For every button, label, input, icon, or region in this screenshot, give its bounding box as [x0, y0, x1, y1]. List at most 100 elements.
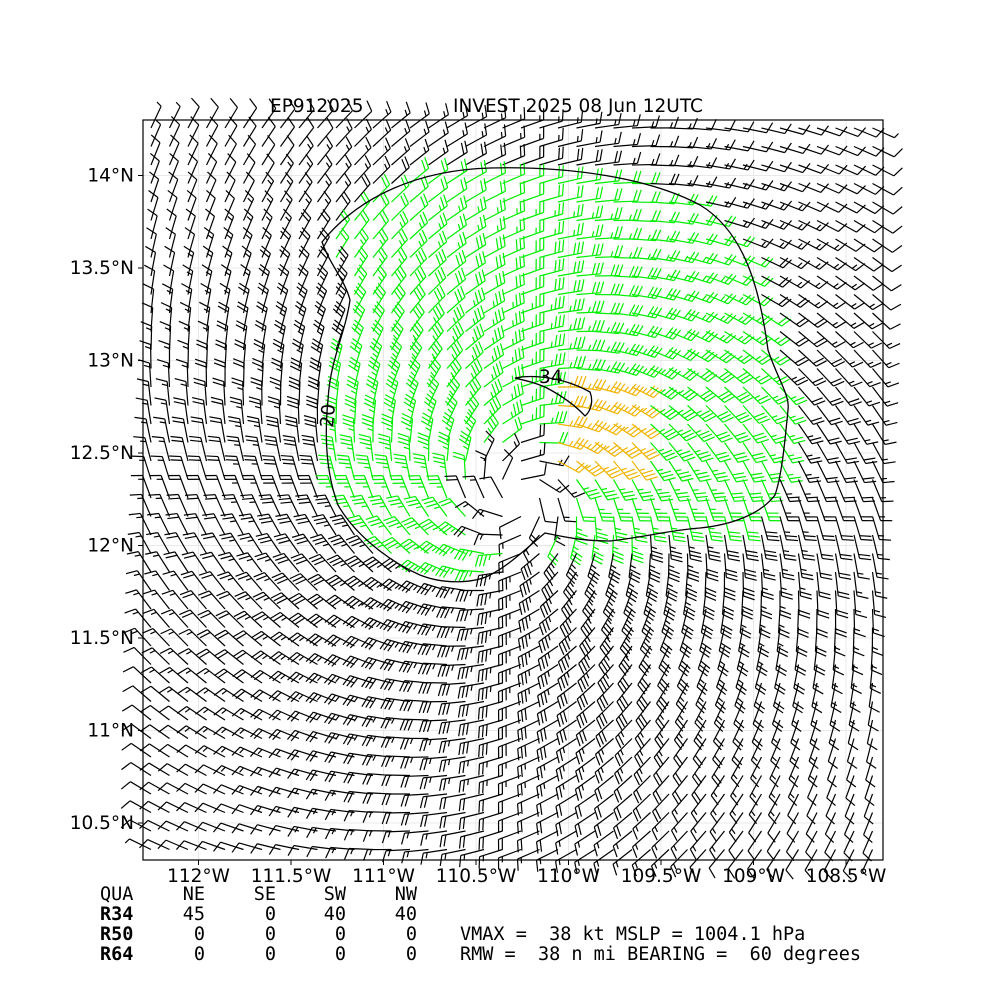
r64-ne: 0 — [194, 944, 205, 965]
wind-barb — [280, 98, 296, 129]
wind-barb — [761, 142, 792, 154]
wind-barb — [224, 134, 237, 166]
wind-barb — [205, 153, 218, 184]
wind-barb — [576, 262, 604, 277]
wind-barb — [428, 103, 450, 129]
wind-barb — [465, 196, 487, 222]
wind-barb — [353, 246, 369, 277]
wind-barb — [185, 208, 196, 240]
wind-barb — [594, 169, 623, 185]
wind-barb — [150, 101, 162, 129]
wind-barb — [465, 269, 486, 295]
row-label-r64: R64 — [100, 944, 133, 965]
wind-barb — [761, 256, 792, 269]
wind-barb — [144, 264, 156, 295]
wind-barb — [576, 149, 603, 166]
wind-barb — [576, 224, 604, 240]
wind-barb — [539, 239, 565, 259]
wind-barb — [853, 275, 884, 291]
wind-barb — [147, 208, 158, 240]
wind-barb — [354, 155, 372, 184]
wind-barb — [520, 163, 545, 185]
wind-barb — [594, 245, 624, 259]
wind-barb — [446, 213, 468, 240]
wind-barb — [557, 147, 584, 166]
wind-barb — [187, 171, 198, 203]
wind-barb — [576, 130, 603, 148]
wind-barb — [297, 263, 309, 295]
r34-se: 0 — [265, 904, 276, 925]
wind-barb — [835, 275, 866, 291]
wind-barb — [183, 245, 195, 277]
x-tick-label: 109.5°W — [621, 866, 702, 887]
wind-barb — [798, 201, 829, 213]
wind-barb — [391, 210, 409, 240]
wind-barb — [298, 208, 312, 240]
wind-barb — [742, 122, 774, 134]
wind-barb — [465, 178, 487, 203]
wind-barb — [391, 247, 408, 277]
wind-barb — [446, 158, 468, 185]
wind-barb — [798, 182, 830, 193]
wind-barb — [220, 264, 232, 295]
wind-barb — [705, 177, 737, 189]
wind-barb — [409, 229, 428, 258]
wind-barb — [261, 226, 272, 258]
wind-barb — [317, 135, 333, 166]
wind-barb — [502, 125, 526, 148]
wind-barb — [165, 227, 176, 258]
plot-background — [143, 120, 883, 860]
wind-barb — [594, 226, 623, 240]
wind-barb — [205, 116, 219, 147]
wind-barb — [446, 140, 468, 166]
wind-barb — [872, 275, 902, 292]
wind-barb — [465, 104, 488, 129]
storm-description-title: INVEST 2025 08 Jun 12UTC — [453, 96, 703, 117]
wind-barbs — [120, 97, 903, 880]
wind-barb — [446, 104, 469, 129]
x-tick-label: 110.5°W — [436, 866, 517, 887]
wind-barb — [298, 245, 310, 277]
r34-ne: 45 — [183, 904, 205, 925]
r34-sw: 40 — [324, 904, 346, 925]
table-header-sw: SW — [324, 884, 347, 905]
wind-barb — [224, 189, 235, 221]
wind-barb — [576, 111, 603, 129]
wind-barb — [520, 237, 545, 259]
wind-barb — [335, 99, 354, 129]
table-header-ne: NE — [183, 884, 205, 905]
wind-barb — [631, 229, 662, 242]
wind-barb — [557, 222, 584, 240]
wind-barb — [428, 139, 449, 166]
wind-barb — [668, 270, 700, 283]
x-tick-label: 110°W — [537, 866, 600, 887]
wind-barb — [594, 207, 623, 222]
wind-barb — [798, 219, 829, 232]
r50-se: 0 — [265, 924, 276, 945]
wind-barb — [335, 136, 353, 166]
wind-barb — [168, 101, 181, 129]
wind-barb — [372, 119, 392, 147]
x-tick-label: 108.5°W — [806, 866, 887, 887]
wind-barb — [372, 155, 391, 184]
wind-barb — [205, 171, 217, 203]
wind-barb — [798, 163, 830, 174]
wind-barb — [205, 189, 216, 221]
wind-barb — [149, 171, 160, 203]
wind-barb — [594, 131, 622, 148]
wind-barb — [446, 267, 467, 295]
wind-barb — [164, 245, 176, 277]
wind-barb — [391, 174, 410, 203]
wind-barb — [279, 171, 294, 203]
vmax-mslp-info: VMAX = 38 kt MSLP = 1004.1 hPa — [460, 924, 805, 945]
wind-barb — [631, 115, 660, 129]
wind-barb — [502, 217, 526, 240]
wind-barb — [409, 247, 428, 277]
wind-barb — [354, 209, 370, 240]
wind-barb — [354, 118, 372, 147]
y-tick-label: 10.5°N — [70, 813, 134, 834]
wind-barb — [317, 99, 334, 129]
wind-barb — [446, 122, 469, 148]
y-tick-label: 12°N — [87, 536, 134, 557]
wind-barb — [742, 256, 774, 268]
